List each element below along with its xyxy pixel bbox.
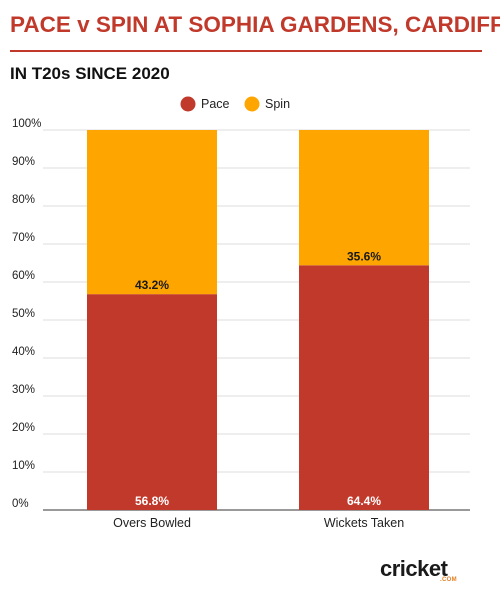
legend-swatch-pace (180, 96, 196, 112)
bar-spin (87, 130, 217, 295)
brand-logo: cricket .COM (380, 556, 472, 586)
data-label-spin: 43.2% (135, 278, 169, 292)
bar-pace (87, 294, 217, 510)
y-tick-label: 90% (12, 156, 35, 168)
y-tick-label: 20% (12, 422, 35, 434)
data-label-spin: 35.6% (347, 249, 381, 263)
y-tick-label: 0% (12, 498, 29, 510)
data-label-pace: 56.8% (135, 494, 169, 508)
y-tick-label: 70% (12, 232, 35, 244)
y-tick-label: 50% (12, 308, 35, 320)
x-tick-label: Overs Bowled (113, 516, 191, 530)
chart-subtitle: IN T20s SINCE 2020 (10, 64, 170, 83)
x-tick-label: Wickets Taken (324, 516, 404, 530)
y-tick-label: 80% (12, 194, 35, 206)
y-tick-label: 40% (12, 346, 35, 358)
logo-text: cricket (380, 556, 448, 581)
title-divider (10, 50, 482, 52)
y-tick-label: 10% (12, 460, 35, 472)
data-label-pace: 64.4% (347, 494, 381, 508)
y-tick-label: 30% (12, 384, 35, 396)
legend-swatch-spin (244, 96, 260, 112)
logo-subtext: .COM (440, 577, 457, 583)
y-tick-label: 60% (12, 270, 35, 282)
legend-label-spin: Spin (265, 97, 290, 111)
bar-spin (299, 130, 429, 266)
legend-label-pace: Pace (201, 97, 230, 111)
chart-title: PACE v SPIN AT SOPHIA GARDENS, CARDIFF (10, 12, 500, 37)
y-tick-label: 100% (12, 118, 41, 130)
bar-pace (299, 265, 429, 510)
